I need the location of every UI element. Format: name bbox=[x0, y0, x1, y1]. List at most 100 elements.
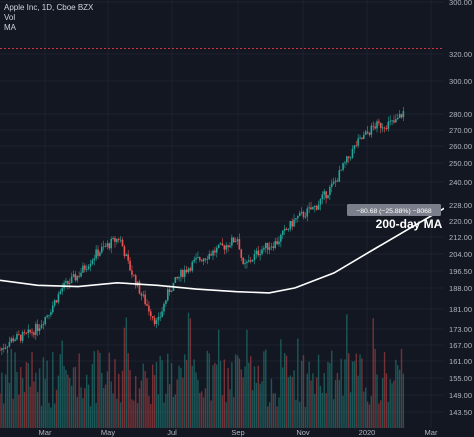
candle-body bbox=[93, 258, 96, 261]
candle-body bbox=[6, 346, 9, 348]
candle-body bbox=[138, 281, 141, 294]
volume-bar bbox=[272, 393, 275, 428]
candle-body bbox=[281, 230, 284, 235]
volume-bar bbox=[250, 356, 252, 428]
volume-bar bbox=[12, 398, 14, 428]
volume-bar bbox=[163, 402, 165, 428]
volume-bar bbox=[351, 361, 354, 428]
volume-bar bbox=[118, 373, 120, 428]
volume-bar bbox=[282, 367, 284, 428]
volume-bar bbox=[291, 376, 293, 428]
volume-bar bbox=[35, 372, 37, 428]
volume-bar bbox=[297, 338, 299, 428]
volume-bar bbox=[346, 314, 348, 428]
candle-body bbox=[170, 290, 173, 292]
symbol-line[interactable]: Apple Inc, 1D, Cboe BZX bbox=[4, 3, 94, 12]
volume-bar bbox=[323, 373, 325, 428]
candle-body bbox=[340, 169, 342, 171]
candle-body bbox=[185, 269, 188, 273]
volume-bar bbox=[266, 406, 269, 428]
volume-bar bbox=[129, 370, 131, 428]
volume-bar bbox=[289, 375, 291, 428]
candle-body bbox=[114, 238, 116, 242]
candle-body bbox=[385, 127, 388, 129]
candle-body bbox=[165, 300, 167, 304]
price-tick-label: 161.00 bbox=[449, 357, 472, 366]
price-axis[interactable]: 300.00 320.00 300.00 280.00 270.00 260.00 250.… bbox=[444, 0, 474, 428]
candle-body bbox=[242, 257, 244, 264]
volume-bar bbox=[144, 371, 146, 428]
candle-body bbox=[215, 247, 218, 253]
volume-bar bbox=[153, 375, 156, 428]
volume-bar bbox=[300, 360, 303, 428]
candle-body bbox=[36, 324, 39, 332]
candle-body bbox=[396, 118, 399, 120]
volume-bar bbox=[242, 377, 244, 428]
volume-bar bbox=[155, 362, 158, 428]
candle-body bbox=[178, 276, 180, 279]
candle-body bbox=[389, 120, 391, 122]
volume-bar bbox=[381, 378, 384, 428]
volume-bar bbox=[4, 374, 7, 428]
candle-body bbox=[304, 216, 307, 218]
candle-body bbox=[336, 180, 339, 182]
candle-body bbox=[57, 293, 60, 303]
candle-body bbox=[108, 243, 111, 249]
volume-bar bbox=[159, 355, 161, 428]
candle-body bbox=[40, 324, 43, 329]
candle-body bbox=[12, 338, 14, 342]
volume-bar bbox=[101, 372, 103, 428]
time-axis[interactable]: Mar May Jul Sep Nov 2020 Mar bbox=[0, 428, 474, 437]
candle-body bbox=[199, 257, 201, 261]
candle-body bbox=[329, 187, 331, 196]
volume-bar bbox=[210, 400, 212, 428]
candle-body bbox=[210, 254, 212, 256]
volume-bar bbox=[0, 393, 1, 428]
ma-label[interactable]: MA bbox=[4, 23, 16, 32]
volume-bar bbox=[29, 386, 31, 428]
volume-bar bbox=[233, 397, 235, 428]
volume-bar bbox=[355, 353, 357, 428]
volume-bar bbox=[72, 367, 75, 428]
volume-bar bbox=[84, 388, 86, 428]
volume-bar bbox=[268, 402, 271, 428]
candle-body bbox=[129, 260, 131, 271]
candle-body bbox=[197, 257, 199, 259]
candle-body bbox=[381, 127, 384, 129]
volume-bar bbox=[208, 353, 210, 428]
candle-body bbox=[100, 246, 103, 253]
candle-body bbox=[35, 324, 37, 335]
volume-bar bbox=[70, 385, 73, 428]
candle-body bbox=[106, 243, 109, 247]
candle-body bbox=[144, 294, 146, 305]
volume-label[interactable]: Vol bbox=[4, 13, 16, 22]
volume-bar bbox=[302, 355, 305, 428]
candle-body bbox=[176, 277, 178, 279]
volume-bar bbox=[366, 401, 369, 428]
volume-bar bbox=[395, 359, 397, 428]
candle-body bbox=[95, 249, 97, 259]
candle-body bbox=[116, 238, 118, 242]
volume-bar bbox=[16, 371, 18, 428]
candle-body bbox=[82, 265, 84, 273]
candle-body bbox=[229, 245, 231, 248]
volume-bar bbox=[321, 392, 324, 428]
candle-body bbox=[300, 211, 303, 214]
volume-bar bbox=[78, 353, 80, 428]
candle-body bbox=[142, 294, 145, 296]
volume-bar bbox=[349, 392, 352, 428]
price-tick-label: 280.00 bbox=[449, 110, 472, 119]
candle-body bbox=[97, 249, 99, 256]
candle-body bbox=[234, 241, 237, 243]
candle-body bbox=[270, 246, 273, 248]
candle-body bbox=[355, 145, 358, 147]
volume-bars bbox=[0, 312, 405, 428]
volume-bar bbox=[248, 362, 250, 428]
volume-bar bbox=[108, 352, 111, 428]
volume-bar bbox=[251, 390, 254, 428]
price-tick-label: 240.00 bbox=[449, 178, 472, 187]
volume-bar bbox=[246, 329, 248, 428]
candle-body bbox=[61, 288, 64, 292]
candle-body bbox=[157, 317, 160, 321]
volume-bar bbox=[176, 379, 178, 428]
